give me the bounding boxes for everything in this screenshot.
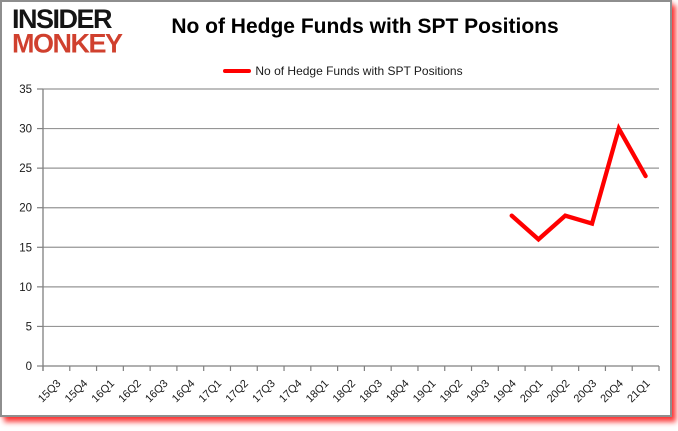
gridlines: [43, 88, 659, 328]
y-axis-labels: 0 5 10 15 20 25 30 35: [19, 84, 32, 373]
svg-text:25: 25: [19, 163, 32, 175]
logo-line-monkey: MONKEY: [12, 29, 123, 59]
insider-monkey-logo: INSIDER MONKEY: [12, 4, 123, 59]
svg-text:10: 10: [19, 282, 32, 294]
svg-text:20Q4: 20Q4: [598, 378, 626, 406]
svg-text:18Q2: 18Q2: [331, 378, 359, 406]
svg-text:17Q1: 17Q1: [197, 378, 225, 406]
chart-panel: INSIDER MONKEY No of Hedge Funds with SP…: [0, 0, 672, 417]
x-axis-labels: 15Q3 15Q4 16Q1 16Q2 16Q3 16Q4 17Q1 17Q2 17Q3 17Q4…: [36, 378, 653, 406]
svg-text:19Q3: 19Q3: [465, 378, 493, 406]
svg-text:15Q4: 15Q4: [63, 378, 91, 406]
series-line: [509, 123, 648, 243]
svg-text:15Q3: 15Q3: [36, 378, 64, 406]
legend-label: No of Hedge Funds with SPT Positions: [255, 63, 463, 78]
logo-line-insider: INSIDER: [12, 4, 113, 34]
svg-text:19Q2: 19Q2: [438, 378, 466, 406]
svg-text:16Q2: 16Q2: [116, 378, 144, 406]
axes: [37, 88, 660, 371]
svg-text:18Q1: 18Q1: [304, 378, 332, 406]
svg-text:18Q3: 18Q3: [357, 378, 385, 406]
svg-text:16Q3: 16Q3: [143, 378, 171, 406]
svg-text:30: 30: [19, 124, 32, 136]
svg-text:19Q4: 19Q4: [491, 378, 519, 406]
svg-text:17Q2: 17Q2: [223, 378, 251, 406]
svg-text:20: 20: [19, 203, 32, 215]
svg-text:35: 35: [19, 84, 32, 96]
svg-text:17Q4: 17Q4: [277, 378, 305, 406]
svg-text:20Q2: 20Q2: [545, 378, 573, 406]
svg-text:5: 5: [26, 321, 32, 333]
svg-text:15: 15: [19, 242, 32, 254]
svg-text:17Q3: 17Q3: [250, 378, 278, 406]
svg-text:19Q1: 19Q1: [411, 378, 439, 406]
svg-text:16Q4: 16Q4: [170, 378, 198, 406]
svg-text:20Q3: 20Q3: [572, 378, 600, 406]
svg-text:0: 0: [26, 361, 32, 373]
svg-text:16Q1: 16Q1: [90, 378, 118, 406]
svg-text:21Q1: 21Q1: [625, 378, 653, 406]
svg-text:18Q4: 18Q4: [384, 378, 412, 406]
legend-line-swatch-icon: [223, 68, 252, 73]
page-title: No of Hedge Funds with SPT Positions: [171, 15, 559, 38]
svg-text:20Q1: 20Q1: [518, 378, 546, 406]
chart-legend: No of Hedge Funds with SPT Positions: [2, 63, 670, 78]
